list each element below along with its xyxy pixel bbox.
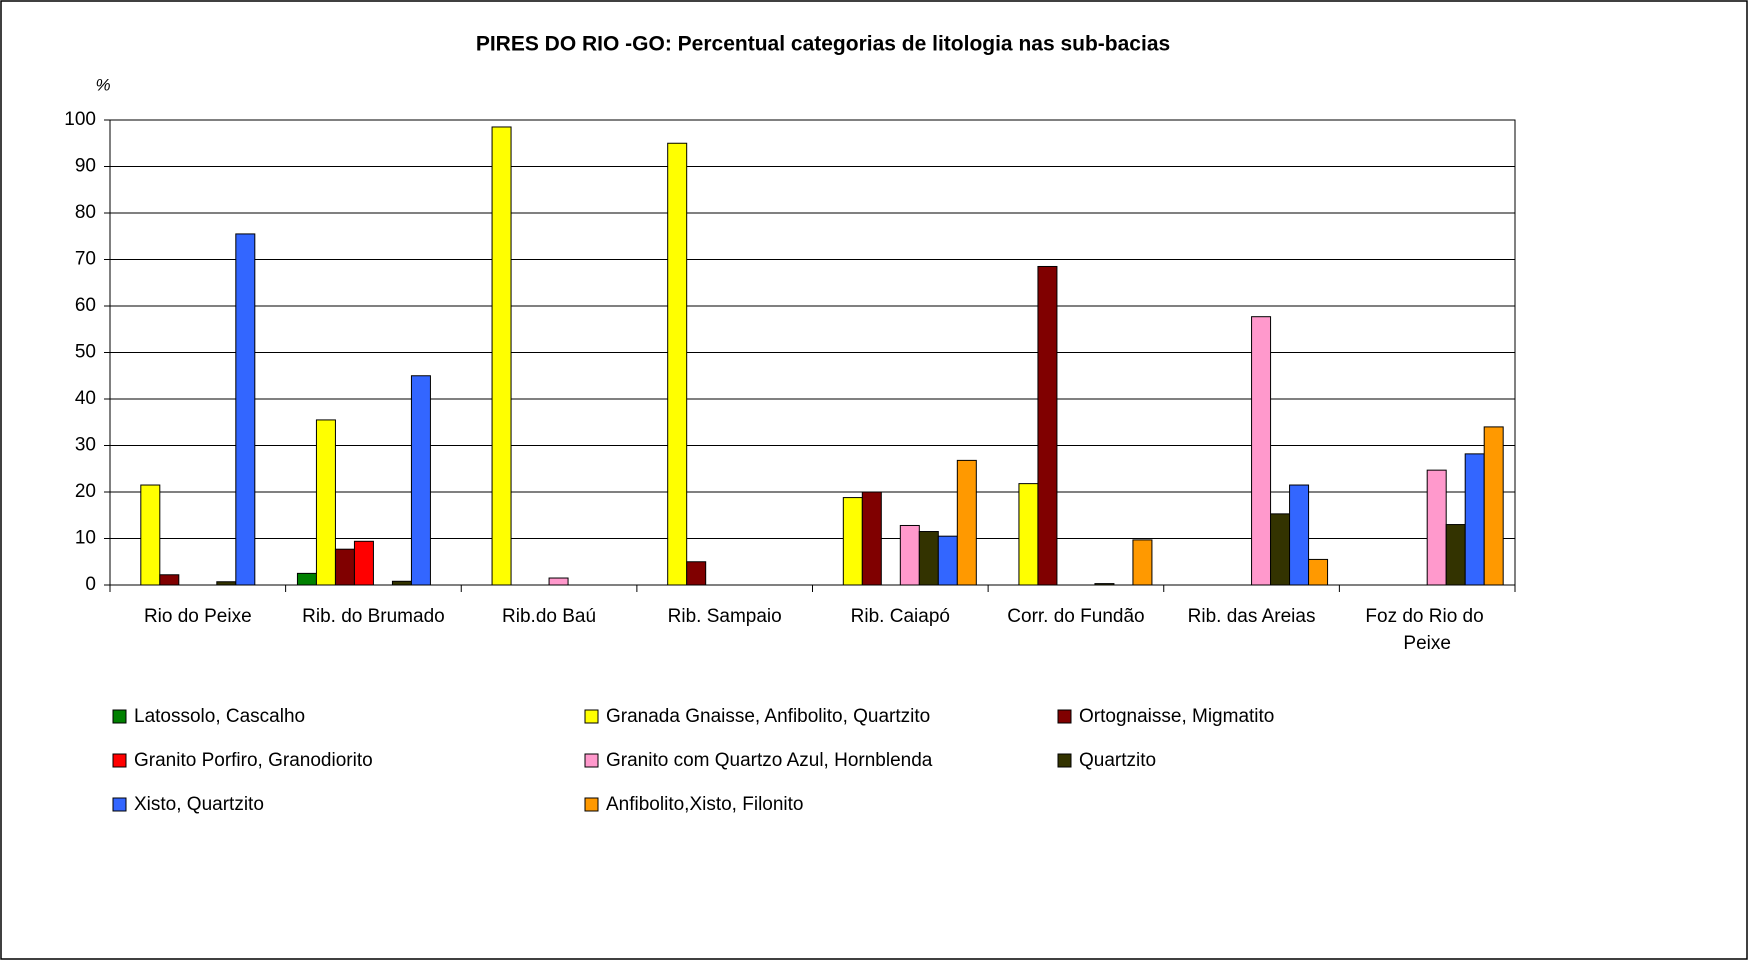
bar xyxy=(1464,453,1485,586)
x-tick-label: Foz do Rio do Peixe xyxy=(1365,606,1489,654)
y-tick-label: 80 xyxy=(75,202,96,223)
y-tick-label: 60 xyxy=(75,295,96,316)
x-tick-label: Rio do Peixe xyxy=(144,606,252,627)
legend-swatch xyxy=(112,797,127,812)
bar xyxy=(1018,483,1039,586)
bar xyxy=(937,535,958,586)
legend-swatch xyxy=(584,753,599,768)
bar xyxy=(1132,539,1153,586)
bar xyxy=(235,233,256,586)
bar xyxy=(334,548,355,586)
bar xyxy=(861,491,882,586)
y-tick-label: 100 xyxy=(64,109,96,130)
y-tick-label: 0 xyxy=(85,574,96,595)
bar xyxy=(899,524,920,586)
legend-swatch xyxy=(584,797,599,812)
x-tick-label: Rib. Caiapó xyxy=(851,606,950,627)
x-tick-label: Rib.do Baú xyxy=(502,606,596,627)
legend-label: Granada Gnaisse, Anfibolito, Quartzito xyxy=(606,706,930,727)
bar xyxy=(1289,484,1310,586)
y-axis-label: % xyxy=(95,75,110,94)
bar xyxy=(410,375,431,586)
legend-swatch xyxy=(112,709,127,724)
y-tick-label: 50 xyxy=(75,342,96,363)
bar xyxy=(686,561,707,586)
legend-label: Ortognaisse, Migmatito xyxy=(1079,706,1274,727)
bar xyxy=(1094,583,1115,586)
legend-label: Quartzito xyxy=(1079,750,1156,771)
legend-label: Latossolo, Cascalho xyxy=(134,706,305,727)
y-tick-label: 10 xyxy=(75,528,96,549)
y-tick-label: 30 xyxy=(75,435,96,456)
x-tick-label: Rib. do Brumado xyxy=(302,606,445,627)
bar xyxy=(1251,316,1272,586)
bar xyxy=(1270,513,1291,586)
x-tick-label: Rib. Sampaio xyxy=(668,606,782,627)
bar xyxy=(353,540,374,586)
legend-label: Granito Porfiro, Granodiorito xyxy=(134,750,373,771)
x-tick-label: Rib. das Areias xyxy=(1188,606,1316,627)
y-tick-label: 20 xyxy=(75,481,96,502)
legend-label: Anfibolito,Xisto, Filonito xyxy=(606,794,804,815)
x-tick-label: Corr. do Fundão xyxy=(1007,606,1144,627)
bar xyxy=(391,580,412,586)
bar xyxy=(667,142,688,586)
legend-swatch xyxy=(584,709,599,724)
bar xyxy=(918,531,939,586)
bar xyxy=(140,484,161,586)
chart-title: PIRES DO RIO -GO: Percentual categorias … xyxy=(476,33,1170,56)
y-tick-label: 90 xyxy=(75,156,96,177)
bar xyxy=(1483,426,1504,586)
legend-swatch xyxy=(1057,753,1072,768)
bar xyxy=(1308,558,1329,586)
bar xyxy=(1426,469,1447,586)
bar xyxy=(296,572,317,586)
bar xyxy=(1445,524,1466,586)
bar xyxy=(842,497,863,586)
bar xyxy=(315,419,336,586)
bar xyxy=(491,126,512,586)
bar xyxy=(216,581,237,586)
legend-swatch xyxy=(1057,709,1072,724)
y-tick-label: 70 xyxy=(75,249,96,270)
legend-swatch xyxy=(112,753,127,768)
bar xyxy=(956,459,977,586)
legend-label: Xisto, Quartzito xyxy=(134,794,264,815)
legend-label: Granito com Quartzo Azul, Hornblenda xyxy=(606,750,933,771)
bar xyxy=(159,574,180,586)
y-tick-label: 40 xyxy=(75,388,96,409)
bar xyxy=(1037,265,1058,586)
bar xyxy=(548,577,569,586)
